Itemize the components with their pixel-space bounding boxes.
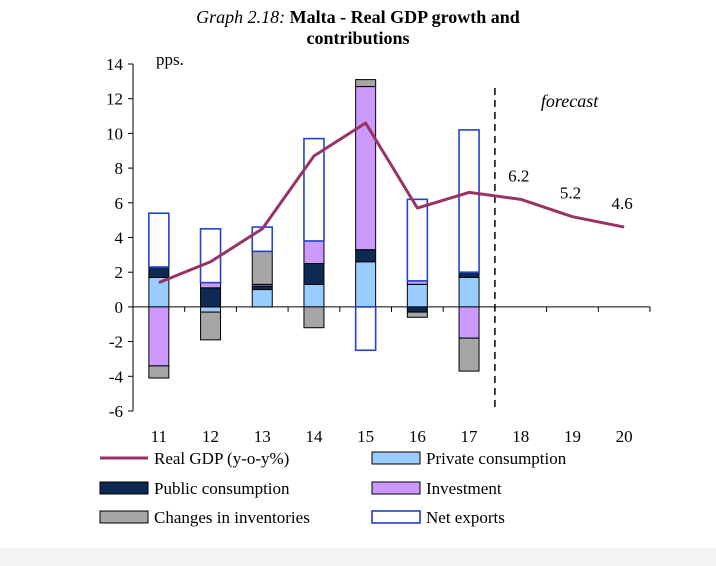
x-tick-label: 18 bbox=[512, 427, 529, 446]
y-tick-label: 8 bbox=[115, 159, 124, 178]
bar-net-exports bbox=[303, 137, 325, 242]
bar-net-exports bbox=[148, 212, 170, 268]
bar-private-consumption bbox=[458, 276, 480, 308]
bar-changes-in-inventories bbox=[251, 250, 273, 285]
bottom-band bbox=[0, 548, 716, 566]
bar-investment bbox=[458, 306, 480, 339]
bar-public-consumption bbox=[251, 285, 273, 291]
y-tick-label: 6 bbox=[115, 194, 124, 213]
y-tick-label: 12 bbox=[106, 90, 123, 109]
bar-changes-in-inventories bbox=[458, 337, 480, 372]
legend-swatch-public-consumption bbox=[99, 481, 149, 495]
title-line-2: contributions bbox=[306, 28, 410, 48]
graph-number: Graph 2.18: bbox=[196, 7, 286, 27]
legend-label-real-gdp-y-o-y-: Real GDP (y-o-y%) bbox=[154, 449, 289, 468]
bar-public-consumption bbox=[200, 287, 222, 308]
bar-private-consumption bbox=[303, 283, 325, 308]
x-tick-label: 14 bbox=[305, 427, 323, 446]
data-label: 4.6 bbox=[612, 194, 633, 213]
legend-label-private-consumption: Private consumption bbox=[426, 449, 567, 468]
bar-investment bbox=[355, 86, 377, 251]
x-tick-label: 20 bbox=[616, 427, 633, 446]
y-tick-label: 2 bbox=[115, 263, 124, 282]
bar-public-consumption bbox=[303, 263, 325, 285]
bar-changes-in-inventories bbox=[303, 306, 325, 329]
bar-investment bbox=[303, 240, 325, 265]
line-real-gdp bbox=[158, 121, 625, 285]
x-tick-label: 13 bbox=[254, 427, 271, 446]
bar-public-consumption bbox=[406, 306, 428, 313]
x-tick-label: 16 bbox=[409, 427, 426, 446]
bar-public-consumption bbox=[355, 249, 377, 263]
y-tick-label: 14 bbox=[106, 55, 124, 74]
bar-public-consumption bbox=[148, 266, 170, 278]
forecast-annotation: forecast bbox=[541, 91, 599, 111]
bar-investment bbox=[148, 306, 170, 367]
bar-net-exports bbox=[406, 198, 429, 282]
bar-private-consumption bbox=[355, 261, 377, 308]
legend-swatch-net-exports bbox=[371, 510, 421, 524]
bar-private-consumption bbox=[200, 306, 222, 313]
x-tick-label: 11 bbox=[151, 427, 167, 446]
legend-label-investment: Investment bbox=[426, 479, 502, 498]
x-tick-label: 17 bbox=[461, 427, 479, 446]
legend-label-net-exports: Net exports bbox=[426, 508, 505, 527]
bar-changes-in-inventories bbox=[355, 79, 377, 88]
y-tick-label: 4 bbox=[115, 229, 124, 248]
legend-swatch-changes-in-inventories bbox=[99, 510, 149, 524]
bar-net-exports bbox=[458, 129, 480, 273]
x-tick-label: 15 bbox=[357, 427, 374, 446]
bar-changes-in-inventories bbox=[148, 365, 170, 379]
y-tick-label: 0 bbox=[115, 298, 124, 317]
bar-private-consumption bbox=[406, 283, 428, 308]
bar-changes-in-inventories bbox=[200, 311, 222, 341]
legend-label-public-consumption: Public consumption bbox=[154, 479, 290, 498]
y-tick-label: 10 bbox=[106, 124, 123, 143]
legend-swatch-investment bbox=[371, 481, 421, 495]
bar-changes-in-inventories bbox=[406, 311, 428, 318]
bar-net-exports bbox=[354, 306, 377, 352]
y-tick-label: -4 bbox=[109, 367, 124, 386]
y-tick-label: -6 bbox=[109, 402, 123, 421]
data-label: 6.2 bbox=[508, 166, 529, 185]
y-axis-unit-label: pps. bbox=[156, 50, 184, 69]
bar-net-exports bbox=[251, 226, 274, 253]
x-tick-label: 12 bbox=[202, 427, 219, 446]
legend-swatch-private-consumption bbox=[371, 451, 421, 465]
bar-private-consumption bbox=[251, 289, 273, 308]
legend-label-changes-in-inventories: Changes in inventories bbox=[154, 508, 310, 527]
y-tick-label: -2 bbox=[109, 333, 123, 352]
title-line-1: Malta - Real GDP growth and bbox=[289, 7, 520, 27]
x-tick-label: 19 bbox=[564, 427, 581, 446]
data-label: 5.2 bbox=[560, 184, 581, 203]
